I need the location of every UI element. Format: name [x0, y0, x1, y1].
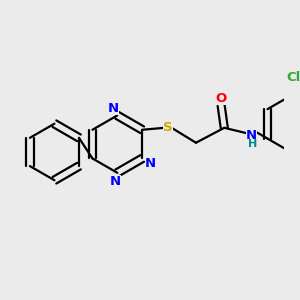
Text: H: H — [248, 139, 257, 149]
Text: Cl: Cl — [286, 71, 300, 84]
Text: S: S — [163, 121, 172, 134]
Text: N: N — [108, 102, 119, 115]
Text: N: N — [110, 175, 121, 188]
Text: N: N — [246, 129, 257, 142]
Text: N: N — [145, 157, 156, 170]
Text: O: O — [215, 92, 227, 105]
